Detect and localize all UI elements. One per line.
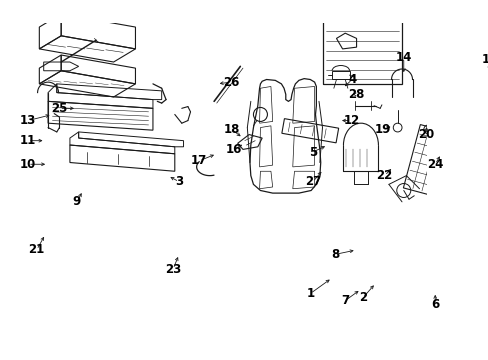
Text: 2: 2: [358, 292, 366, 305]
Text: 16: 16: [225, 143, 242, 156]
Text: 12: 12: [343, 114, 359, 127]
Text: 21: 21: [28, 243, 45, 256]
Text: 11: 11: [20, 134, 36, 147]
Text: 25: 25: [51, 102, 67, 115]
Text: 17: 17: [191, 154, 207, 167]
Text: 9: 9: [73, 195, 81, 208]
Text: 6: 6: [430, 298, 438, 311]
Text: 27: 27: [304, 175, 320, 188]
Text: 5: 5: [308, 145, 316, 158]
Text: 3: 3: [175, 175, 183, 188]
Text: 4: 4: [347, 73, 356, 86]
Text: 1: 1: [305, 287, 314, 300]
Text: 14: 14: [395, 51, 411, 64]
Text: 13: 13: [20, 114, 36, 127]
Text: 20: 20: [418, 128, 434, 141]
Text: 15: 15: [480, 53, 488, 66]
Text: 26: 26: [223, 76, 239, 89]
Text: 28: 28: [347, 88, 364, 101]
Text: 7: 7: [341, 294, 348, 307]
Text: 22: 22: [376, 169, 392, 182]
Text: 10: 10: [20, 158, 36, 171]
Text: 18: 18: [223, 123, 239, 136]
Text: 8: 8: [331, 248, 339, 261]
Text: 19: 19: [374, 123, 390, 136]
Text: 23: 23: [164, 263, 181, 276]
Text: 24: 24: [426, 158, 443, 171]
